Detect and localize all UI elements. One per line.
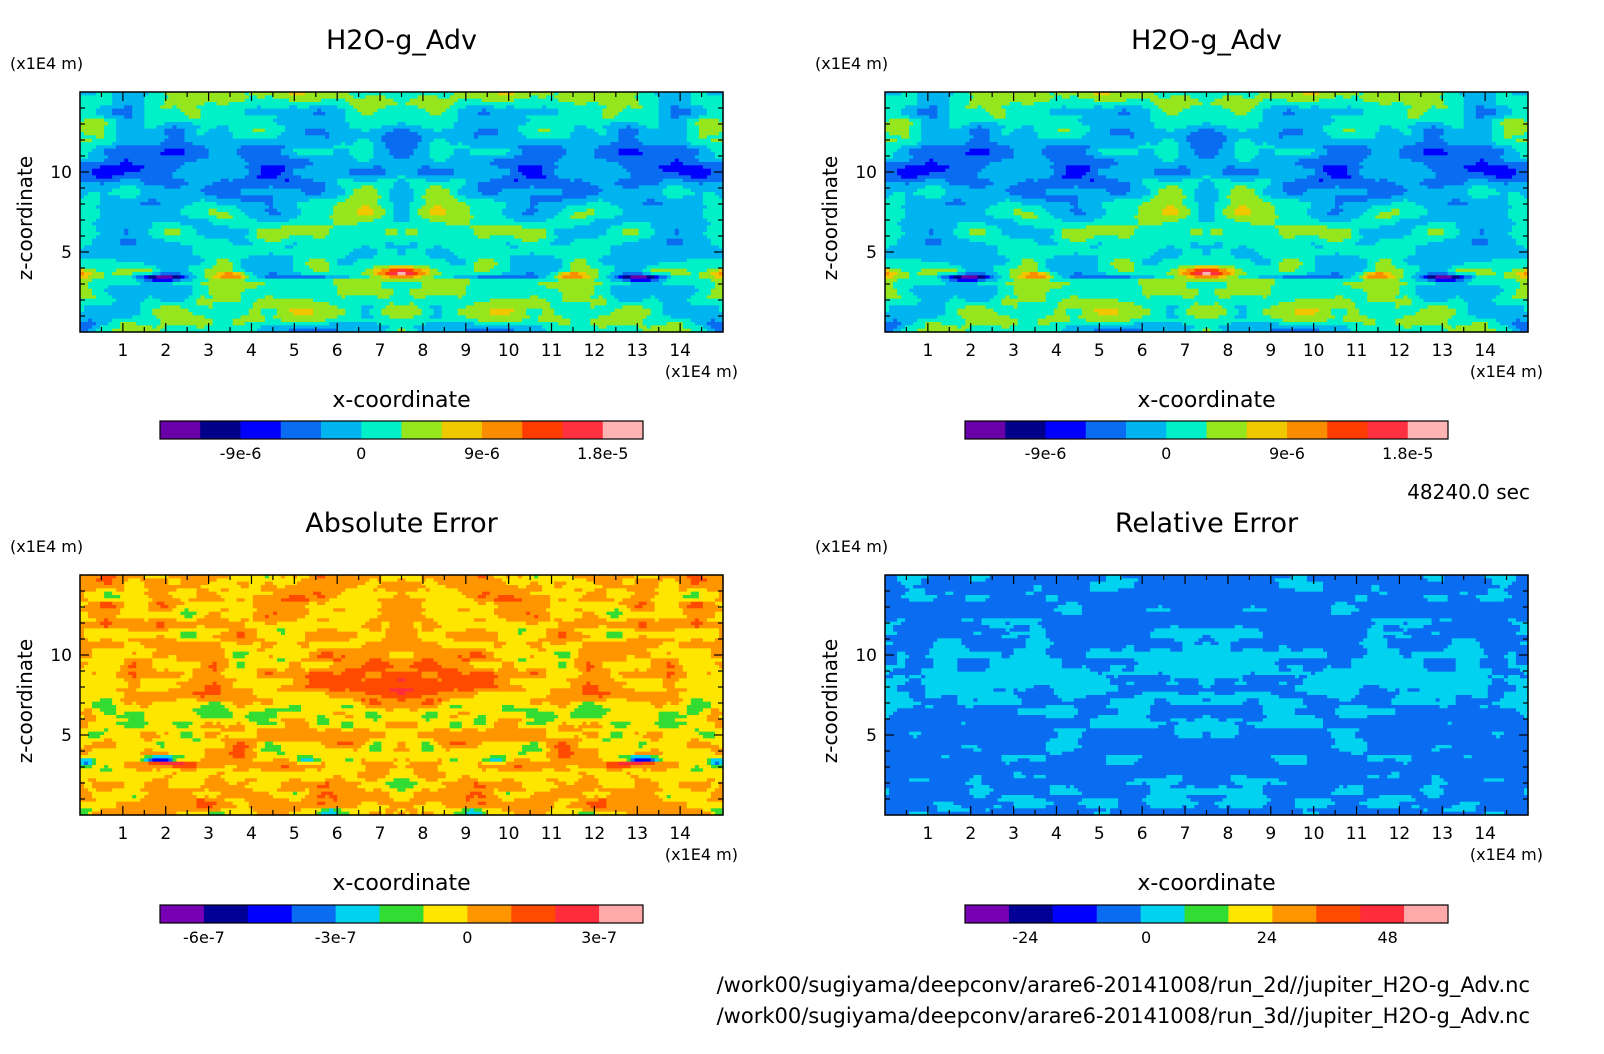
heatmap-field bbox=[80, 92, 724, 333]
panel-1: H2O-g_Adv(x1E4 m)(x1E4 m)1 2 3 4 5 6 7 8 9 10 11 12… bbox=[10, 25, 738, 463]
panel-title: H2O-g_Adv bbox=[326, 25, 477, 56]
x-unit-label: (x1E4 m) bbox=[665, 362, 738, 381]
figure-canvas: H2O-g_Adv(x1E4 m)(x1E4 m)1 2 3 4 5 6 7 8 9 10 11 12… bbox=[0, 0, 1604, 1054]
y-unit-label: (x1E4 m) bbox=[10, 54, 83, 73]
